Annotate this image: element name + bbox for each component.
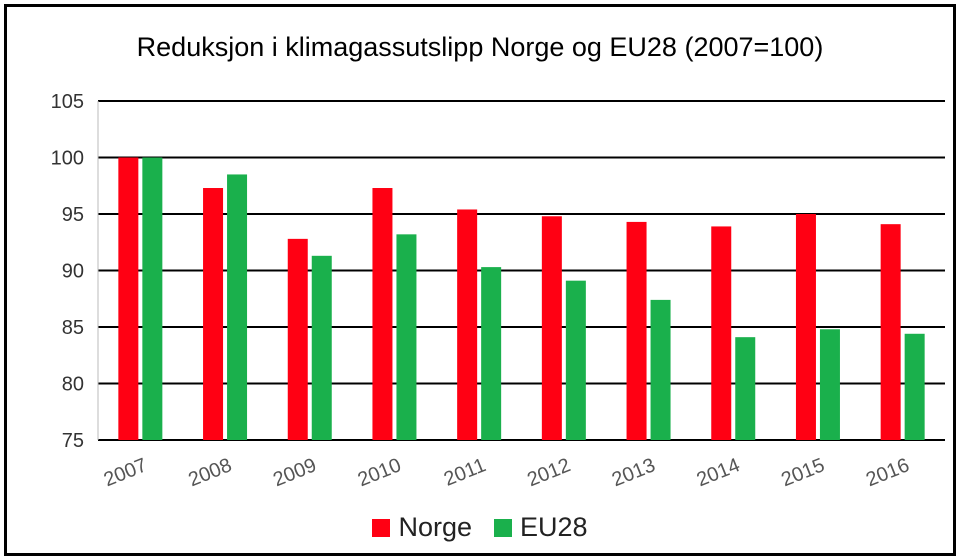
chart-title: Reduksjon i klimagassutslipp Norge og EU… [136, 32, 824, 62]
x-tick-label: 2011 [441, 454, 489, 491]
y-tick-label: 85 [62, 317, 84, 339]
x-tick-label: 2008 [185, 454, 235, 491]
legend-swatch-eu28 [494, 518, 512, 537]
bar-eu28-2013 [650, 299, 671, 440]
bar-eu28-2011 [481, 267, 502, 440]
bar-norge-2008 [203, 188, 224, 440]
legend-label-norge: Norge [398, 512, 472, 542]
x-tick-label: 2015 [778, 454, 828, 491]
bar-norge-2010 [372, 188, 393, 440]
bar-norge-2009 [287, 238, 308, 440]
legend-label-eu28: EU28 [520, 512, 588, 542]
legend-item-eu28: EU28 [494, 512, 588, 543]
bar-norge-2013 [626, 221, 647, 440]
bar-eu28-2015 [819, 329, 840, 440]
y-tick-label: 105 [51, 91, 84, 113]
legend: Norge EU28 [0, 512, 960, 543]
chart-frame [4, 4, 956, 556]
bar-norge-2011 [457, 209, 478, 440]
bar-eu28-2008 [227, 174, 248, 440]
x-tick-label: 2010 [355, 454, 405, 491]
bar-eu28-2009 [311, 255, 332, 440]
bar-norge-2016 [880, 224, 901, 440]
x-tick-label: 2012 [524, 454, 574, 491]
x-tick-label: 2013 [609, 454, 659, 491]
bar-eu28-2012 [565, 280, 586, 440]
x-tick-label: 2016 [863, 454, 913, 491]
bar-norge-2012 [541, 216, 562, 440]
bar-eu28-2010 [396, 234, 417, 440]
y-tick-label: 100 [51, 148, 84, 170]
y-tick-label: 90 [62, 261, 84, 283]
bar-eu28-2007 [142, 157, 163, 440]
y-tick-label: 95 [62, 204, 84, 226]
legend-swatch-norge [372, 518, 391, 537]
y-tick-label: 80 [62, 374, 84, 396]
bar-norge-2015 [795, 214, 816, 440]
bar-eu28-2016 [904, 333, 925, 440]
bar-eu28-2014 [735, 337, 756, 440]
x-tick-label: 2007 [101, 454, 151, 491]
y-tick-label: 75 [62, 430, 84, 452]
bar-norge-2007 [118, 157, 139, 440]
x-tick-label: 2014 [694, 454, 744, 491]
bar-norge-2014 [711, 226, 732, 440]
legend-item-norge: Norge [372, 512, 472, 543]
x-tick-label: 2009 [270, 454, 320, 491]
